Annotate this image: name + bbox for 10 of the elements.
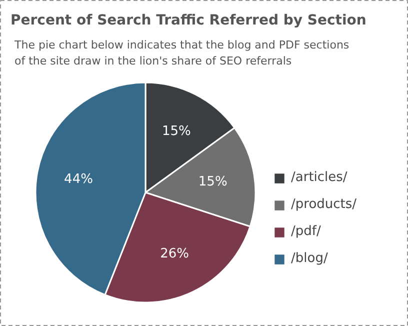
data-label: 15% — [162, 124, 191, 140]
data-label: 26% — [160, 246, 189, 262]
chart-subtitle: The pie chart below indicates that the blog and PDF sections of the site draw in the lion's share of SEO referrals — [14, 38, 350, 68]
data-label: 44% — [64, 172, 93, 188]
chart-title: Percent of Search Traffic Referred by Section — [10, 12, 366, 28]
legend-label: /pdf/ — [291, 224, 321, 239]
legend-label: /blog/ — [291, 251, 328, 266]
data-label: 15% — [198, 174, 228, 190]
legend-label: /products/ — [291, 197, 357, 212]
legend-label: /articles/ — [291, 170, 348, 185]
